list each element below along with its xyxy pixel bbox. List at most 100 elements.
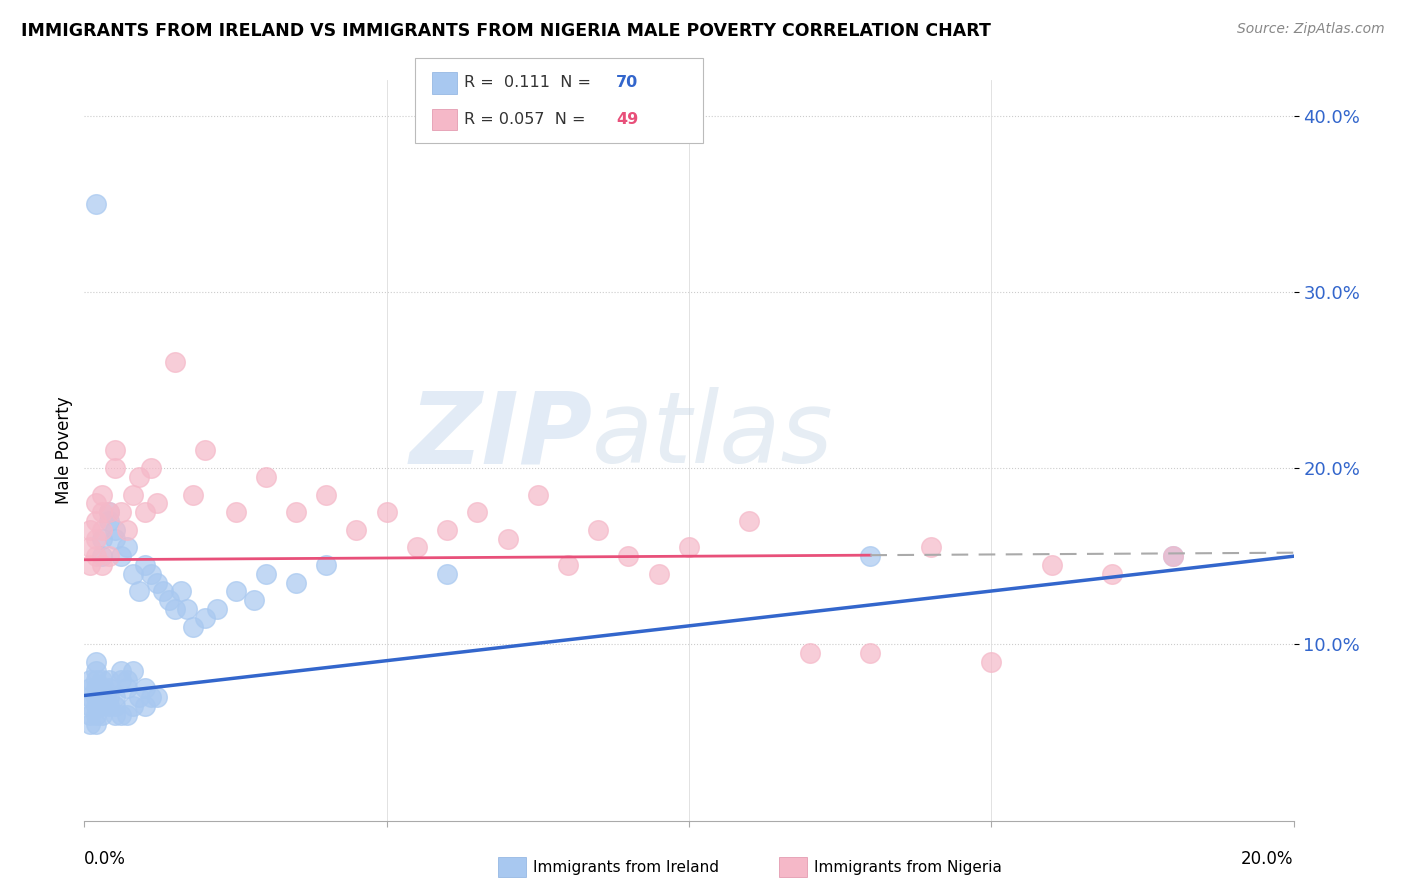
Point	[86, 707, 108, 722]
Point	[406, 541, 429, 555]
Point	[285, 505, 308, 519]
Point	[86, 699, 108, 714]
Point	[110, 505, 132, 519]
Point	[242, 593, 264, 607]
Point	[79, 716, 101, 731]
Point	[86, 532, 108, 546]
Point	[467, 505, 489, 519]
Point	[980, 655, 1002, 669]
Point	[207, 602, 229, 616]
Point	[1040, 558, 1063, 572]
Point	[134, 699, 156, 714]
Point	[527, 487, 550, 501]
Point	[91, 523, 114, 537]
Point	[194, 443, 217, 458]
Point	[170, 584, 193, 599]
Point	[165, 602, 187, 616]
Point	[128, 584, 150, 599]
Text: R =  0.111  N =: R = 0.111 N =	[464, 76, 596, 90]
Point	[121, 664, 143, 678]
Point	[91, 707, 114, 722]
Point	[79, 681, 101, 696]
Point	[91, 532, 114, 546]
Point	[86, 196, 108, 211]
Point	[104, 707, 127, 722]
Point	[139, 461, 162, 475]
Point	[181, 620, 204, 634]
Point	[146, 575, 169, 590]
Text: Immigrants from Nigeria: Immigrants from Nigeria	[814, 860, 1002, 874]
Point	[121, 699, 143, 714]
Text: 49: 49	[616, 112, 638, 127]
Point	[588, 523, 610, 537]
Point	[139, 566, 162, 581]
Point	[181, 487, 204, 501]
Point	[165, 355, 187, 369]
Point	[128, 470, 150, 484]
Point	[86, 514, 108, 528]
Point	[97, 673, 120, 687]
Point	[285, 575, 308, 590]
Point	[115, 707, 138, 722]
Point	[134, 681, 156, 696]
Point	[859, 646, 882, 660]
Point	[146, 690, 169, 705]
Text: Source: ZipAtlas.com: Source: ZipAtlas.com	[1237, 22, 1385, 37]
Point	[1101, 566, 1123, 581]
Text: R = 0.057  N =: R = 0.057 N =	[464, 112, 591, 127]
Point	[648, 566, 671, 581]
Point	[346, 523, 368, 537]
Point	[128, 690, 150, 705]
Point	[79, 707, 101, 722]
Point	[617, 549, 640, 564]
Point	[104, 690, 127, 705]
Point	[920, 541, 942, 555]
Text: atlas: atlas	[592, 387, 834, 484]
Point	[115, 541, 138, 555]
Point	[86, 673, 108, 687]
Text: Immigrants from Ireland: Immigrants from Ireland	[533, 860, 718, 874]
Point	[79, 673, 101, 687]
Point	[97, 699, 120, 714]
Text: 20.0%: 20.0%	[1241, 850, 1294, 868]
Point	[91, 699, 114, 714]
Point	[110, 673, 132, 687]
Point	[678, 541, 700, 555]
Text: 0.0%: 0.0%	[84, 850, 127, 868]
Point	[97, 505, 120, 519]
Point	[79, 558, 101, 572]
Point	[1161, 549, 1184, 564]
Point	[91, 558, 114, 572]
Point	[86, 664, 108, 678]
Point	[79, 523, 101, 537]
Point	[254, 470, 277, 484]
Point	[86, 681, 108, 696]
Point	[121, 487, 143, 501]
Point	[1161, 549, 1184, 564]
Point	[91, 549, 114, 564]
Point	[97, 505, 120, 519]
Point	[104, 699, 127, 714]
Point	[91, 681, 114, 696]
Point	[436, 523, 458, 537]
Point	[79, 541, 101, 555]
Point	[194, 611, 217, 625]
Point	[97, 690, 120, 705]
Point	[91, 673, 114, 687]
Point	[86, 549, 108, 564]
Point	[557, 558, 579, 572]
Point	[97, 681, 120, 696]
Point	[121, 566, 143, 581]
Point	[97, 514, 120, 528]
Point	[315, 487, 337, 501]
Point	[110, 707, 132, 722]
Point	[134, 558, 156, 572]
Point	[79, 699, 101, 714]
Point	[496, 532, 519, 546]
Point	[86, 690, 108, 705]
Point	[110, 664, 132, 678]
Point	[104, 443, 127, 458]
Point	[110, 549, 132, 564]
Point	[91, 487, 114, 501]
Point	[79, 690, 101, 705]
